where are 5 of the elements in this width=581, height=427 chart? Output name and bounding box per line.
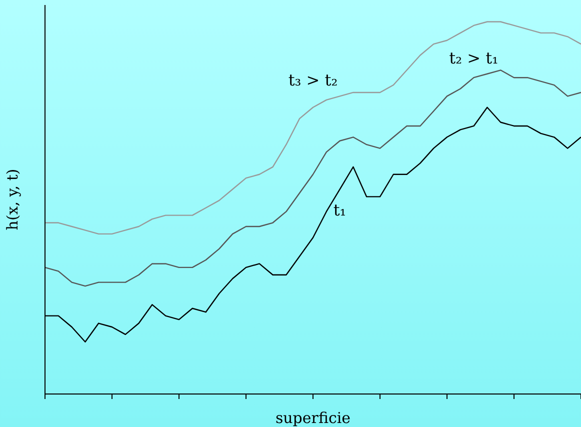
series-label: t₂ > t₁ [449, 48, 498, 68]
x-axis-title: superficie [275, 409, 351, 427]
series-label: t₃ > t₂ [288, 70, 338, 90]
series-label: t₁ [333, 200, 346, 220]
y-axis-title: h(x, y, t) [3, 168, 22, 230]
